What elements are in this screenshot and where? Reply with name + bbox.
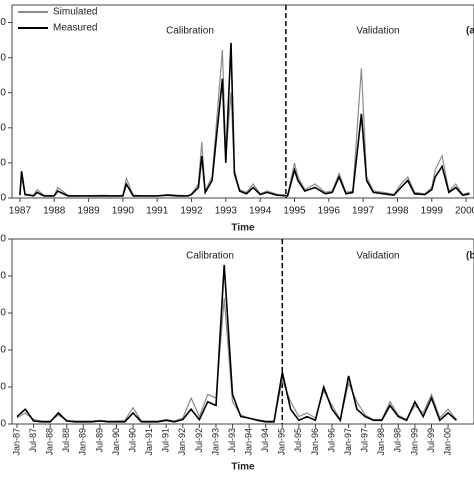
x-axis-label: Time — [231, 223, 255, 234]
x-tick-label: 1995 — [283, 206, 306, 217]
x-tick-label: Jan-90 — [111, 428, 121, 456]
y-tick-label: 100 — [0, 345, 6, 356]
x-tick-label: 2000 — [455, 206, 474, 217]
y-tick-label: 100 — [0, 122, 6, 133]
x-tick-label: 1992 — [180, 206, 203, 217]
x-tick-label: Jan-91 — [144, 428, 154, 456]
annotation: Calibration — [166, 26, 214, 37]
x-tick-label: Jul-96 — [326, 428, 336, 453]
x-tick-label: Jul-97 — [360, 428, 370, 453]
y-tick-label: 0 — [0, 193, 6, 204]
panel-label: (a) — [466, 26, 474, 37]
x-tick-label: Jan-93 — [210, 428, 220, 456]
x-tick-label: Jan-88 — [45, 428, 55, 456]
x-tick-label: 1998 — [386, 206, 409, 217]
x-tick-label: 1991 — [146, 206, 169, 217]
x-tick-label: Jan-92 — [177, 428, 187, 456]
x-tick-label: Jan-96 — [310, 428, 320, 456]
x-tick-label: Jan-89 — [78, 428, 88, 456]
x-tick-label: 1996 — [318, 206, 341, 217]
x-tick-label: 1988 — [43, 206, 66, 217]
annotation: Calibration — [186, 251, 234, 262]
x-tick-label: 1989 — [77, 206, 100, 217]
annotation: Validation — [356, 26, 399, 37]
x-tick-label: Jul-88 — [61, 428, 71, 453]
x-tick-label: Jan-87 — [11, 428, 21, 456]
series-line — [16, 264, 457, 423]
series-line — [16, 298, 457, 422]
plot-frame — [11, 238, 474, 425]
panel-label: (b) — [466, 251, 474, 262]
x-tick-label: 1987 — [9, 206, 32, 217]
x-tick-label: Jul-98 — [393, 428, 403, 453]
x-tick-label: Jul-92 — [194, 428, 204, 453]
x-tick-label: Jan-97 — [343, 428, 353, 456]
y-tick-label: 50 — [0, 158, 6, 169]
x-tick-label: 1999 — [421, 206, 444, 217]
x-tick-label: Jul-87 — [28, 428, 38, 453]
x-tick-label: Jul-91 — [161, 428, 171, 453]
y-tick-label: 200 — [0, 52, 6, 63]
x-tick-label: Jul-94 — [260, 428, 270, 453]
y-tick-label: 150 — [0, 87, 6, 98]
legend-label: Measured — [53, 23, 97, 34]
x-tick-label: 1990 — [112, 206, 135, 217]
x-tick-label: Jul-95 — [293, 428, 303, 453]
y-tick-label: 200 — [0, 271, 6, 282]
x-tick-label: 1994 — [249, 206, 272, 217]
y-tick-label: 50 — [0, 382, 6, 393]
x-tick-label: Jul-99 — [426, 428, 436, 453]
x-tick-label: 1997 — [352, 206, 375, 217]
x-tick-label: Jan-98 — [376, 428, 386, 456]
x-tick-label: Jul-89 — [94, 428, 104, 453]
x-tick-label: Jan-94 — [243, 428, 253, 456]
x-tick-label: 1993 — [215, 206, 238, 217]
plot-frame — [11, 4, 474, 199]
series-line — [19, 49, 470, 197]
x-tick-label: Jan-00 — [442, 428, 452, 456]
y-tick-label: 0 — [0, 419, 6, 430]
y-tick-label: 250 — [0, 234, 6, 245]
x-axis-label: Time — [231, 462, 255, 473]
x-tick-label: Jan-99 — [409, 428, 419, 456]
x-tick-label: Jan-95 — [277, 428, 287, 456]
x-tick-label: Jul-93 — [227, 428, 237, 453]
annotation: Validation — [356, 251, 399, 262]
y-tick-label: 150 — [0, 308, 6, 319]
y-tick-label: 250 — [0, 17, 6, 28]
series-line — [19, 42, 470, 197]
x-tick-label: Jul-90 — [127, 428, 137, 453]
legend-label: Simulated — [53, 7, 97, 18]
